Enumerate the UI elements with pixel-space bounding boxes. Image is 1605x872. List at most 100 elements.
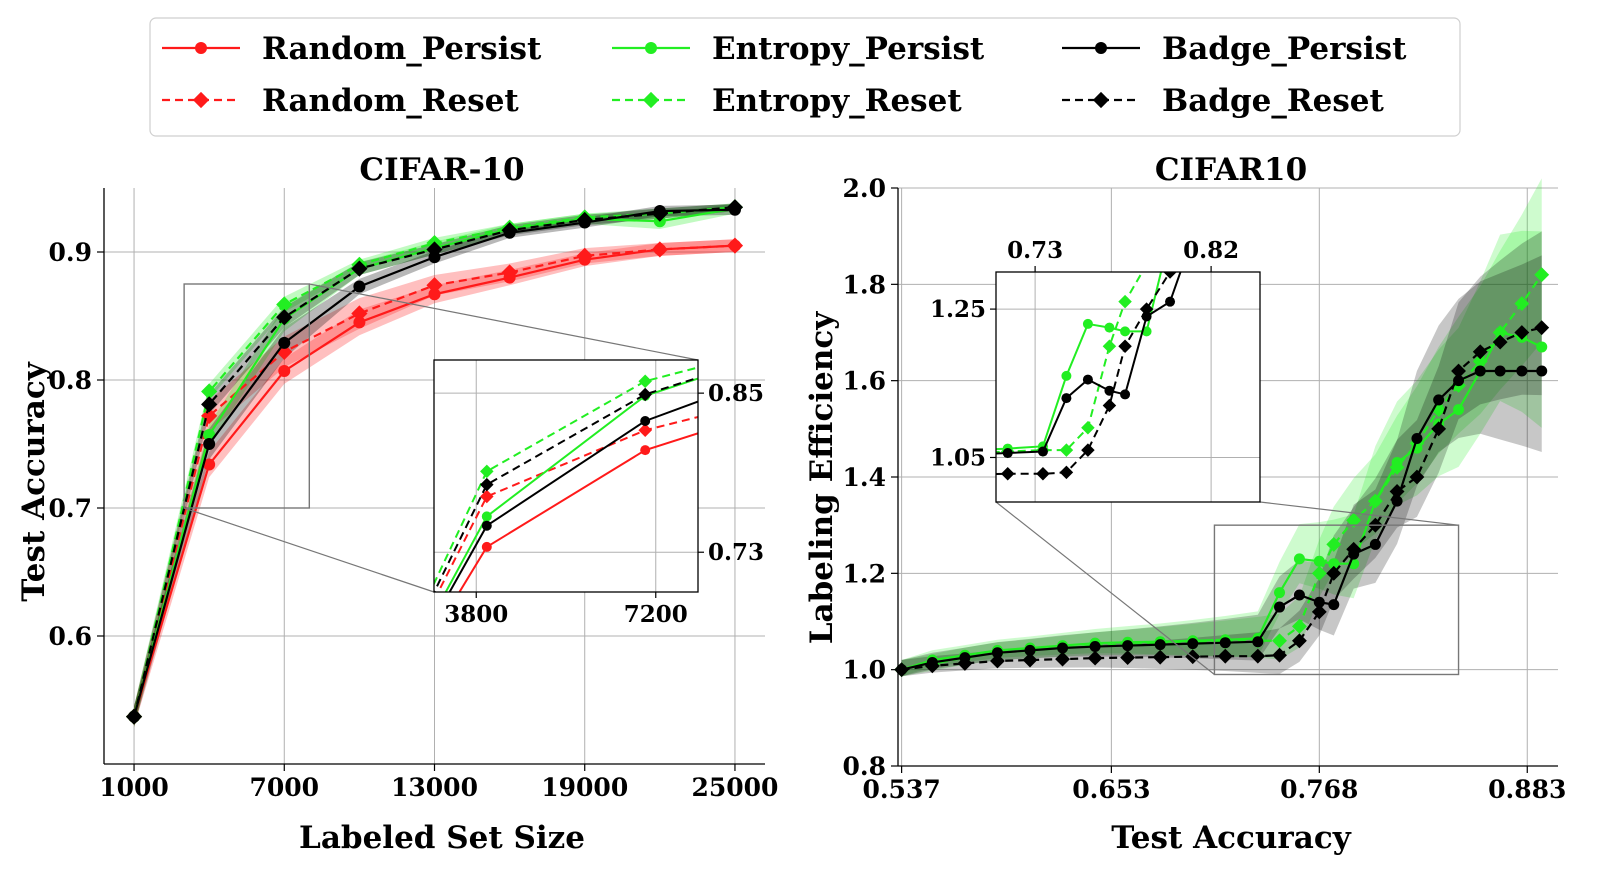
right-inset-x-tick-label-0-82: 0.82 (1183, 237, 1239, 264)
left-x-tick-label-7000: 7000 (249, 773, 319, 802)
right-inset-point-badge-persist-17 (1165, 296, 1176, 307)
right-point-badge-persist-22 (1474, 365, 1486, 377)
left-band-badge-persist (134, 204, 735, 727)
left-inset-point-badge-reset-2 (638, 387, 652, 402)
right-inset-point-badge-reset-18 (1187, 213, 1201, 227)
right-point-entropy-persist-25 (1536, 341, 1548, 353)
legend-entry-badge-persist: Badge_Persist (1062, 31, 1407, 67)
right-point-badge-reset-15 (1326, 565, 1342, 581)
right-inset-point-entropy-reset-17 (1163, 228, 1177, 242)
left-inset-line-entropy-reset (434, 366, 698, 586)
left-point-badge-reset-6 (576, 211, 593, 229)
left-y-tick-label-0-6: 0.6 (49, 622, 93, 651)
left-point-badge-reset-2 (276, 309, 293, 326)
right-y-tick-label-1-4: 1.4 (843, 463, 887, 492)
right-inset-point-badge-reset-14 (1102, 398, 1117, 413)
right-point-badge-reset-3 (990, 653, 1005, 669)
left-inset-point-random-persist-1 (481, 541, 492, 552)
left-point-random-reset-8 (726, 237, 744, 254)
left-inset-point-entropy-reset-2 (638, 374, 652, 388)
right-point-entropy-reset-14 (1311, 565, 1327, 581)
right-point-badge-persist-11 (1252, 636, 1264, 648)
legend-marker-random-reset (192, 91, 210, 109)
left-point-badge-reset-1 (201, 396, 218, 413)
right-point-badge-persist-13 (1293, 589, 1305, 601)
left-point-entropy-reset-1 (201, 383, 218, 400)
left-x-tick-label-1000: 1000 (99, 773, 169, 802)
left-inset-x-tick-label-7200: 7200 (624, 601, 688, 628)
right-point-badge-reset-23 (1492, 334, 1508, 350)
right-band-badge-persist (901, 255, 1542, 677)
right-x-axis-label: Test Accuracy (1111, 820, 1351, 856)
right-point-entropy-reset-25 (1534, 267, 1550, 283)
left-point-random-reset-1 (201, 407, 218, 424)
legend-marker-badge-reset (1092, 91, 1110, 109)
left-inset-plot (434, 360, 698, 592)
left-inset-line-random-reset (437, 415, 698, 592)
right-chart: CIFAR10 0.537 0.653 0.768 0.883 0.8 1.0 1.2 1.4… (804, 139, 1566, 856)
right-inset-y-tick-label-1-05: 1.05 (930, 444, 986, 471)
right-point-entropy-reset-13 (1291, 618, 1307, 634)
legend-marker-random-persist (195, 42, 207, 54)
left-point-random-reset-5 (501, 264, 518, 281)
right-inset-point-badge-reset-19 (1208, 191, 1222, 205)
right-inset-connector-1 (1259, 501, 1459, 526)
right-point-entropy-reset-20 (1431, 402, 1447, 417)
right-point-badge-reset-7 (1120, 650, 1136, 666)
right-point-entropy-reset-24 (1514, 296, 1530, 312)
legend-marker-entropy-reset (642, 91, 660, 109)
right-inset-point-entropy-persist-13 (1082, 318, 1093, 329)
left-chart-title: CIFAR-10 (359, 152, 524, 188)
right-point-badge-reset-4 (1022, 652, 1038, 668)
right-point-badge-reset-11 (1250, 648, 1266, 664)
left-point-badge-reset-4 (426, 241, 443, 258)
right-x-tick-label-0-653: 0.653 (1072, 775, 1150, 804)
right-point-badge-reset-21 (1451, 363, 1466, 379)
right-inset-point-badge-persist-13 (1082, 374, 1093, 385)
left-inset-line-random-persist (458, 432, 698, 592)
right-inset-point-badge-reset-10 (1000, 467, 1015, 481)
right-inset-point-badge-reset-17 (1163, 272, 1177, 279)
right-inset-point-badge-persist-10 (1002, 448, 1013, 459)
left-inset-line-badge-reset (434, 376, 698, 592)
right-inset-point-entropy-reset-19 (1208, 139, 1222, 153)
right-y-tick-label-1-8: 1.8 (843, 270, 887, 299)
right-point-badge-reset-2 (957, 655, 973, 671)
right-point-badge-reset-22 (1472, 344, 1488, 360)
right-point-entropy-persist-21 (1453, 404, 1465, 416)
right-inset-point-badge-reset-12 (1059, 465, 1074, 480)
left-point-random-persist-1 (203, 458, 216, 471)
left-point-random-persist-4 (428, 288, 441, 301)
left-inset-line-badge-persist (448, 400, 698, 592)
legend-entry-random-persist: Random_Persist (162, 31, 542, 67)
legend-label-random-persist: Random_Persist (262, 31, 542, 67)
left-y-tick-label-0-7: 0.7 (49, 494, 93, 523)
left-inset-point-entropy-reset-1 (480, 464, 494, 479)
left-point-random-persist-2 (278, 365, 291, 378)
right-point-badge-reset-18 (1389, 484, 1405, 499)
right-point-entropy-reset-23 (1492, 325, 1508, 340)
left-x-tick-label-19000: 19000 (541, 773, 628, 802)
left-inset-point-entropy-persist-1 (481, 511, 492, 522)
right-point-badge-persist-25 (1536, 365, 1548, 377)
right-point-badge-persist-3 (991, 647, 1003, 659)
legend-entry-entropy-persist: Entropy_Persist (612, 31, 985, 67)
legend-entry-random-reset: Random_Reset (162, 83, 519, 119)
left-inset-x-tick-label-3800: 3800 (444, 601, 508, 628)
right-point-entropy-persist-14 (1313, 555, 1325, 567)
right-y-tick-label-2: 2.0 (843, 174, 887, 203)
left-point-badge-reset-5 (501, 222, 518, 239)
right-inset-point-entropy-reset-13 (1081, 421, 1095, 435)
right-point-badge-persist-23 (1494, 365, 1506, 377)
right-band-entropy-reset (901, 178, 1542, 677)
right-y-tick-label-1: 1.0 (843, 656, 887, 685)
left-point-badge-persist-2 (278, 336, 291, 349)
left-point-badge-reset-7 (651, 205, 668, 222)
left-point-random-reset-6 (576, 247, 593, 264)
right-point-badge-reset-12 (1272, 647, 1287, 663)
left-inset-connector-0 (183, 507, 435, 593)
right-point-badge-reset-8 (1152, 649, 1168, 665)
right-point-badge-persist-24 (1516, 365, 1528, 377)
right-zoom-region (1213, 524, 1460, 676)
